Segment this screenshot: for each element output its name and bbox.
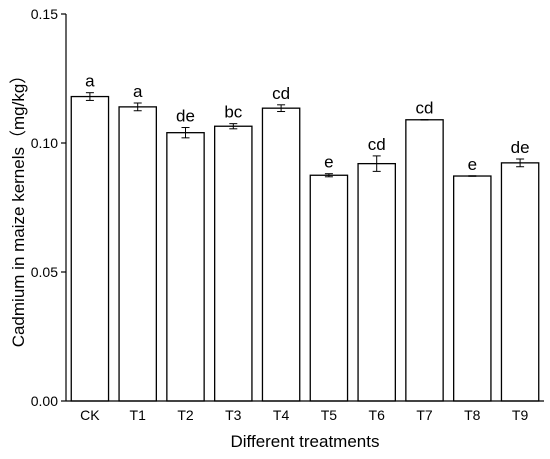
bar-t6 [357,162,396,402]
bar-ck [70,95,110,402]
error-bar-t9 [516,158,525,168]
x-tick-label-t4: T4 [273,407,290,423]
bar-t4 [261,107,301,402]
significance-label-t7: cd [416,99,434,118]
error-bar-t5 [324,173,333,178]
error-bar-t6 [372,155,381,172]
significance-labels-group: a a de bc cd e cd cd e de [85,72,529,174]
bar-t7 [405,119,444,402]
y-ticks-group: 0.00 0.05 0.10 0.15 [31,6,66,409]
x-tick-label-t8: T8 [464,407,481,423]
y-tick-label: 0.05 [31,264,58,280]
error-bar-t4 [277,104,286,113]
bar-t8 [453,175,492,402]
error-bar-t1 [133,102,142,112]
significance-label-ck: a [85,72,95,91]
bar-t3 [214,125,253,402]
significance-label-t1: a [133,82,143,101]
x-tick-label-t6: T6 [369,407,386,423]
x-tick-label-t9: T9 [512,407,529,423]
error-bar-ck [85,92,94,101]
bar-t9 [500,162,540,402]
significance-label-t9: de [511,138,530,157]
x-tick-label-t7: T7 [416,407,433,423]
significance-label-t4: cd [272,84,290,103]
bar-t5 [309,174,349,402]
x-tick-label-t3: T3 [225,407,242,423]
y-tick-label: 0.00 [31,393,58,409]
significance-label-t6: cd [368,135,386,154]
x-tick-labels-group: CK T1 T2 T3 T4 T5 T6 T7 T8 T9 [80,407,528,423]
significance-label-t5: e [324,153,333,172]
bars-group [70,95,540,402]
error-bar-t7 [420,119,429,121]
significance-label-t3: bc [224,103,242,122]
significance-label-t8: e [468,155,477,174]
y-axis-title: Cadmium in maize kernels（mg/kg） [9,67,28,348]
y-tick-label: 0.15 [31,6,58,22]
x-axis-title: Different treatments [231,432,380,451]
x-tick-label-ck: CK [80,407,100,423]
significance-label-t2: de [176,107,195,126]
x-tick-label-t1: T1 [130,407,147,423]
error-bar-t2 [181,127,190,139]
bar-t2 [166,132,205,402]
error-bar-t8 [468,175,477,177]
x-tick-label-t5: T5 [321,407,338,423]
error-bars-group [85,92,525,178]
y-tick-label: 0.10 [31,135,58,151]
error-bar-t3 [229,123,238,130]
x-tick-label-t2: T2 [177,407,194,423]
bar-t1 [118,106,157,402]
